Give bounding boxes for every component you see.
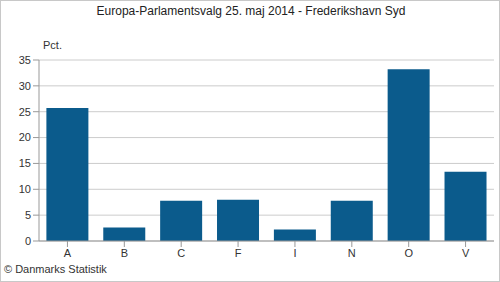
svg-text:B: B: [121, 247, 128, 259]
svg-text:N: N: [348, 247, 356, 259]
svg-text:20: 20: [19, 131, 31, 143]
svg-text:O: O: [404, 247, 413, 259]
html-text:© Danmarks Statistik: © Danmarks Statistik: [4, 263, 107, 275]
svg-text:I: I: [293, 247, 296, 259]
svg-text:A: A: [64, 247, 72, 259]
svg-text:5: 5: [25, 209, 31, 221]
svg-text:35: 35: [19, 54, 31, 66]
html-text:Pct.: Pct.: [43, 39, 62, 51]
svg-text:V: V: [462, 247, 470, 259]
svg-text:0: 0: [25, 235, 31, 247]
svg-text:C: C: [177, 247, 185, 259]
svg-text:10: 10: [19, 183, 31, 195]
svg-text:25: 25: [19, 106, 31, 118]
svg-text:15: 15: [19, 157, 31, 169]
svg-text:F: F: [235, 247, 242, 259]
svg-text:30: 30: [19, 80, 31, 92]
html-text:Europa-Parlamentsvalg 25. maj: Europa-Parlamentsvalg 25. maj 2014 - Fre…: [96, 4, 406, 18]
